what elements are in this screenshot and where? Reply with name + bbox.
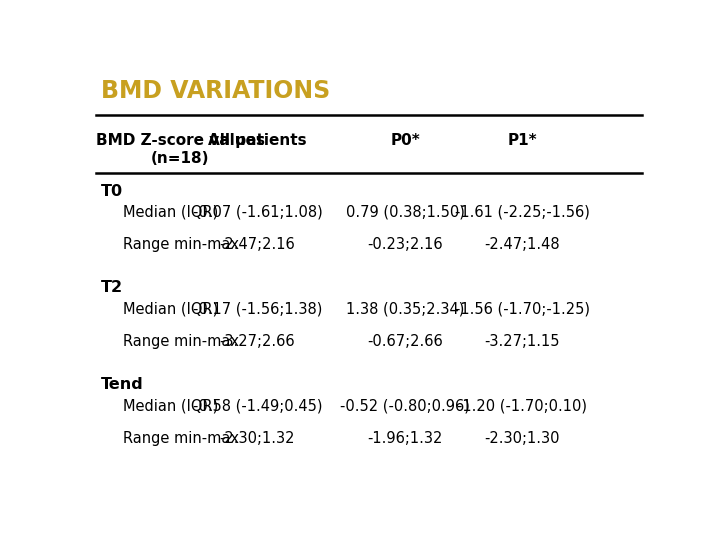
Text: -0.17 (-1.56;1.38): -0.17 (-1.56;1.38) bbox=[193, 301, 322, 316]
Text: P1*: P1* bbox=[508, 133, 537, 148]
Text: All patients: All patients bbox=[208, 133, 307, 148]
Text: Median (IQR): Median (IQR) bbox=[124, 301, 219, 316]
Text: -1.96;1.32: -1.96;1.32 bbox=[368, 431, 443, 445]
Text: -3.27;1.15: -3.27;1.15 bbox=[485, 334, 560, 349]
Text: -0.07 (-1.61;1.08): -0.07 (-1.61;1.08) bbox=[192, 205, 323, 220]
Text: Range min-max: Range min-max bbox=[124, 237, 240, 252]
Text: -0.58 (-1.49;0.45): -0.58 (-1.49;0.45) bbox=[193, 399, 322, 413]
Text: Median (IQR): Median (IQR) bbox=[124, 205, 219, 220]
Text: -3.27;2.66: -3.27;2.66 bbox=[220, 334, 295, 349]
Text: -1.20 (-1.70;0.10): -1.20 (-1.70;0.10) bbox=[457, 399, 588, 413]
Text: -2.47;1.48: -2.47;1.48 bbox=[485, 237, 560, 252]
Text: 1.38 (0.35;2.34): 1.38 (0.35;2.34) bbox=[346, 301, 464, 316]
Text: -0.23;2.16: -0.23;2.16 bbox=[367, 237, 443, 252]
Text: BMD VARIATIONS: BMD VARIATIONS bbox=[101, 79, 330, 103]
Text: BMD Z-score values
(n=18): BMD Z-score values (n=18) bbox=[96, 133, 264, 166]
Text: 0.79 (0.38;1.50): 0.79 (0.38;1.50) bbox=[346, 205, 464, 220]
Text: -2.47;2.16: -2.47;2.16 bbox=[220, 237, 295, 252]
Text: -0.67;2.66: -0.67;2.66 bbox=[367, 334, 443, 349]
Text: T2: T2 bbox=[101, 280, 123, 295]
Text: -2.30;1.30: -2.30;1.30 bbox=[485, 431, 560, 445]
Text: -1.61 (-2.25;-1.56): -1.61 (-2.25;-1.56) bbox=[455, 205, 590, 220]
Text: Range min-max: Range min-max bbox=[124, 431, 240, 445]
Text: Median (IQR): Median (IQR) bbox=[124, 399, 219, 413]
Text: Tend: Tend bbox=[101, 377, 144, 392]
Text: P0*: P0* bbox=[390, 133, 420, 148]
Text: -2.30;1.32: -2.30;1.32 bbox=[220, 431, 295, 445]
Text: -1.56 (-1.70;-1.25): -1.56 (-1.70;-1.25) bbox=[455, 301, 590, 316]
Text: Range min-max: Range min-max bbox=[124, 334, 240, 349]
Text: -0.52 (-0.80;0.96): -0.52 (-0.80;0.96) bbox=[341, 399, 470, 413]
Text: T0: T0 bbox=[101, 184, 123, 199]
